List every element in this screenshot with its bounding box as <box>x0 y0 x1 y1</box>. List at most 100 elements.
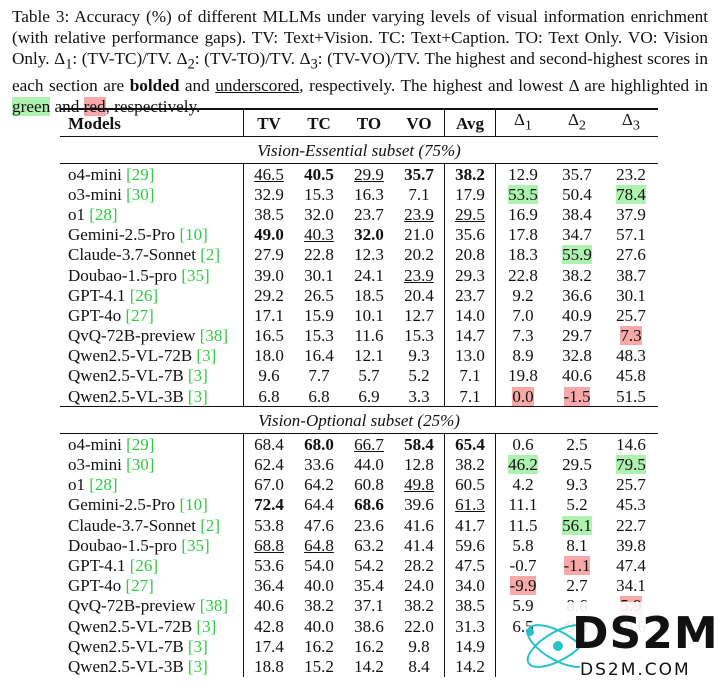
table-cell: 10.1 <box>354 305 384 325</box>
table-cell: 7.3 <box>620 326 642 346</box>
citation-link[interactable]: [30] <box>126 455 155 475</box>
citation-link[interactable]: [28] <box>89 204 118 224</box>
citation-link[interactable]: [3] <box>187 636 208 656</box>
table-cell: 16.2 <box>354 636 384 656</box>
table-cell: 15.2 <box>304 656 334 676</box>
citation-link[interactable]: [3] <box>187 366 208 386</box>
table-cell <box>495 656 550 677</box>
table-cell: 40.0 <box>304 616 334 636</box>
citation-link[interactable]: [26] <box>129 555 159 575</box>
citation-link[interactable]: [2] <box>200 515 221 535</box>
citation-link[interactable]: [10] <box>179 225 208 245</box>
table-cell: 22.8 <box>304 245 334 265</box>
citation-link[interactable]: [3] <box>187 656 208 676</box>
table-cell: 64.8 <box>304 535 334 555</box>
table-cell: 15.3 <box>304 326 334 346</box>
citation-link[interactable]: [29] <box>126 164 155 184</box>
table-row: o1 [28] 67.0 64.2 60.8 49.8 60.5 4.2 9.3 25.7 <box>60 474 658 495</box>
table-cell: 20.2 <box>404 245 434 265</box>
citation-link[interactable]: [30] <box>126 184 155 204</box>
table-cell: 15.3 <box>404 326 434 346</box>
table-cell: 68.0 <box>294 433 344 455</box>
citation-link[interactable]: [38] <box>199 326 229 346</box>
table-cell: 40.5 <box>294 163 344 185</box>
table-cell: 35.4 <box>354 576 384 596</box>
table-row: Claude-3.7-Sonnet [2] 53.8 47.6 23.6 41.6 41.… <box>60 515 658 536</box>
table-cell: 0.6 <box>495 433 550 455</box>
table-cell: 16.3 <box>354 184 384 204</box>
table-cell: 40.9 <box>562 305 592 325</box>
table-cell: 65.4 <box>444 433 496 455</box>
citation-link[interactable]: [10] <box>179 495 208 515</box>
table-cell: 23.9 <box>404 204 434 224</box>
table-cell: 7.1 <box>444 365 496 387</box>
citation-link[interactable]: [2] <box>200 245 221 265</box>
header-avg: Avg <box>444 109 496 137</box>
table-cell: 41.7 <box>444 515 496 536</box>
header-delta2: Δ2 <box>567 110 586 134</box>
citation-link[interactable]: [27] <box>125 576 154 596</box>
table-cell: 29.5 <box>444 204 496 225</box>
table-cell: 38.7 <box>616 265 646 285</box>
table-cell: 9.8 <box>408 636 430 656</box>
table-cell: 12.9 <box>495 163 550 185</box>
table-cell: 29.3 <box>444 264 496 286</box>
model-name: o4-mini [29] <box>60 433 244 455</box>
table-cell: 38.4 <box>562 204 592 224</box>
table-cell: -1.5 <box>563 386 591 406</box>
table-cell: 3.3 <box>408 386 430 406</box>
table-row: Gemini-2.5-Pro [10] 72.4 64.4 68.6 39.6 61.3 1… <box>60 494 658 515</box>
table-row: o4-mini [29] 46.5 40.5 29.9 35.7 38.2 12.9 35.7… <box>60 163 658 185</box>
table-cell: 38.2 <box>304 596 334 616</box>
table-cell: 68.8 <box>243 535 294 556</box>
results-table: Models TV TC TO VO Avg Δ1 Δ2 Δ3 Vision-E… <box>60 108 658 677</box>
citation-link[interactable]: [26] <box>129 285 159 305</box>
table-caption: Table 3: Accuracy (%) of different MLLMs… <box>12 7 708 117</box>
citation-link[interactable]: [27] <box>125 305 154 325</box>
table-cell: 37.1 <box>354 596 384 616</box>
table-cell: 0.0 <box>495 386 550 407</box>
table-row: Doubao-1.5-pro [35] 68.8 64.8 63.2 41.4 59.6 5… <box>60 535 658 556</box>
table-cell: 12.8 <box>404 455 434 475</box>
green-highlight-label: green <box>12 97 51 117</box>
citation-link[interactable]: [3] <box>196 346 217 366</box>
table-cell: 53.6 <box>243 555 294 576</box>
citation-link[interactable]: [3] <box>196 616 217 636</box>
table-cell: 22.7 <box>616 515 646 535</box>
table-cell: 11.6 <box>354 326 384 346</box>
table-cell: 46.5 <box>243 163 294 185</box>
citation-link[interactable]: [35] <box>181 265 210 285</box>
table-cell: 6.9 <box>358 386 380 406</box>
table-cell: 29.7 <box>562 326 592 346</box>
model-name: Claude-3.7-Sonnet [2] <box>68 245 221 265</box>
citation-link[interactable]: [28] <box>89 475 118 495</box>
table-cell: 16.9 <box>495 204 550 225</box>
table-cell: 15.3 <box>304 184 334 204</box>
header-to: TO <box>356 113 382 133</box>
table-cell: 28.2 <box>404 555 434 575</box>
watermark-logo: DS2M DS2M.COM <box>510 602 718 688</box>
table-cell: 14.7 <box>444 325 496 346</box>
table-row: o3-mini [30] 32.9 15.3 16.3 7.1 17.9 53.5 50.4 7… <box>60 184 658 205</box>
table-cell: 29.2 <box>243 285 294 306</box>
table-row: GPT-4o [27] 17.1 15.9 10.1 12.7 14.0 7.0 40.9 25… <box>60 305 658 326</box>
citation-link[interactable]: [29] <box>126 434 155 454</box>
table-cell: 34.7 <box>562 225 592 245</box>
table-cell: 5.2 <box>566 495 588 515</box>
table-cell: 21.0 <box>404 225 434 245</box>
table-row: QvQ-72B-preview [38] 16.5 15.3 11.6 15.3 14.7… <box>60 325 658 346</box>
citation-link[interactable]: [35] <box>181 535 210 555</box>
table-cell: 64.2 <box>304 475 334 495</box>
table-cell: 18.5 <box>354 285 384 305</box>
model-name: Qwen2.5-VL-72B [3] <box>68 616 217 636</box>
section-header-row: Vision-Optional subset (25%) <box>60 406 658 434</box>
table-cell: 15.9 <box>304 305 334 325</box>
table-cell: 35.7 <box>550 163 604 185</box>
citation-link[interactable]: [3] <box>187 386 208 406</box>
citation-link[interactable]: [38] <box>199 596 229 616</box>
table-cell: 40.0 <box>304 576 334 596</box>
table-cell: 31.3 <box>444 615 496 637</box>
table-cell: 54.2 <box>354 555 384 575</box>
table-cell: 35.6 <box>444 224 496 245</box>
table-cell: 22.0 <box>404 616 434 636</box>
